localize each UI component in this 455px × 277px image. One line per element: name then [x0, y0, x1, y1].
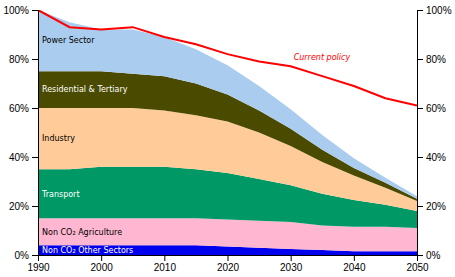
tick-mark: [354, 255, 355, 261]
tick: 20%: [417, 201, 446, 212]
tick-label: 80%: [426, 54, 446, 65]
labels: Non CO₂ Other Sectors Non CO₂ Agriculture…: [41, 36, 350, 254]
tick-label: 60%: [9, 103, 29, 114]
tick: 2040: [343, 255, 366, 273]
tick-label: 0%: [15, 250, 30, 261]
tick: 60%: [417, 103, 446, 114]
series-label: Residential & Tertiary: [42, 85, 128, 94]
series-label: Industry: [42, 134, 75, 143]
tick: 2030: [280, 255, 303, 273]
tick-label: 2030: [280, 262, 303, 273]
tick: 0%: [15, 250, 38, 261]
tick: 80%: [9, 54, 38, 65]
chart: 19902000201020202030204020500%20%40%60%8…: [0, 0, 455, 277]
tick: 60%: [9, 103, 38, 114]
tick-label: 2000: [91, 262, 114, 273]
tick-mark: [101, 255, 102, 261]
plot: 19902000201020202030204020500%20%40%60%8…: [3, 5, 451, 273]
tick: 1990: [27, 255, 50, 273]
tick: 80%: [417, 54, 446, 65]
tick-mark: [417, 255, 423, 256]
tick-label: 2010: [154, 262, 177, 273]
series-label: Non CO₂ Agriculture: [42, 228, 122, 237]
tick: 100%: [417, 5, 452, 16]
tick-label: 40%: [426, 152, 446, 163]
tick-mark: [32, 59, 38, 60]
tick: 100%: [3, 5, 38, 16]
tick-mark: [228, 255, 229, 261]
x-axis-domain: [39, 256, 418, 262]
y-axis: 0% 20% 40% 60% 80% 100%: [3, 5, 38, 261]
tick-mark: [417, 59, 423, 60]
x-axis: 1990 2000 2010 2020 2030 2040 2050: [27, 255, 429, 273]
area: [38, 108, 417, 211]
y2-axis: 0% 20% 40% 60% 80% 100%: [417, 5, 452, 261]
tick: 40%: [417, 152, 446, 163]
tick: 0%: [417, 250, 441, 261]
area: [38, 10, 417, 199]
tick-mark: [417, 206, 423, 207]
tick-mark: [417, 108, 423, 109]
series-label: Power Sector: [42, 36, 95, 45]
tick-mark: [32, 10, 38, 11]
tick-label: 2020: [217, 262, 240, 273]
tick: 2010: [154, 255, 177, 273]
tick-label: 20%: [426, 201, 446, 212]
tick-label: 20%: [9, 201, 29, 212]
series-label: Transport: [41, 190, 80, 199]
marks: [38, 10, 417, 255]
tick-mark: [32, 157, 38, 158]
tick: 2020: [217, 255, 240, 273]
series-label: Non CO₂ Other Sectors: [42, 246, 133, 255]
tick-label: 100%: [426, 5, 452, 16]
tick-mark: [291, 255, 292, 261]
tick-label: 80%: [9, 54, 29, 65]
tick-label: 1990: [27, 262, 50, 273]
tick-mark: [417, 10, 423, 11]
tick-label: 100%: [3, 5, 29, 16]
tick-mark: [32, 255, 38, 256]
line: [38, 10, 417, 106]
y-axis-domain: [32, 11, 39, 256]
y2-axis-domain: [418, 11, 424, 256]
tick-mark: [164, 255, 165, 261]
tick-label: 0%: [426, 250, 441, 261]
tick: 20%: [9, 201, 38, 212]
tick-mark: [32, 108, 38, 109]
tick-mark: [32, 206, 38, 207]
tick: 2000: [91, 255, 114, 273]
tick-label: 40%: [9, 152, 29, 163]
tick: 40%: [9, 152, 38, 163]
tick-mark: [417, 157, 423, 158]
tick-label: 2040: [343, 262, 366, 273]
tick-label: 60%: [426, 103, 446, 114]
line-label: Current policy: [294, 53, 351, 62]
tick-label: 2050: [406, 262, 429, 273]
